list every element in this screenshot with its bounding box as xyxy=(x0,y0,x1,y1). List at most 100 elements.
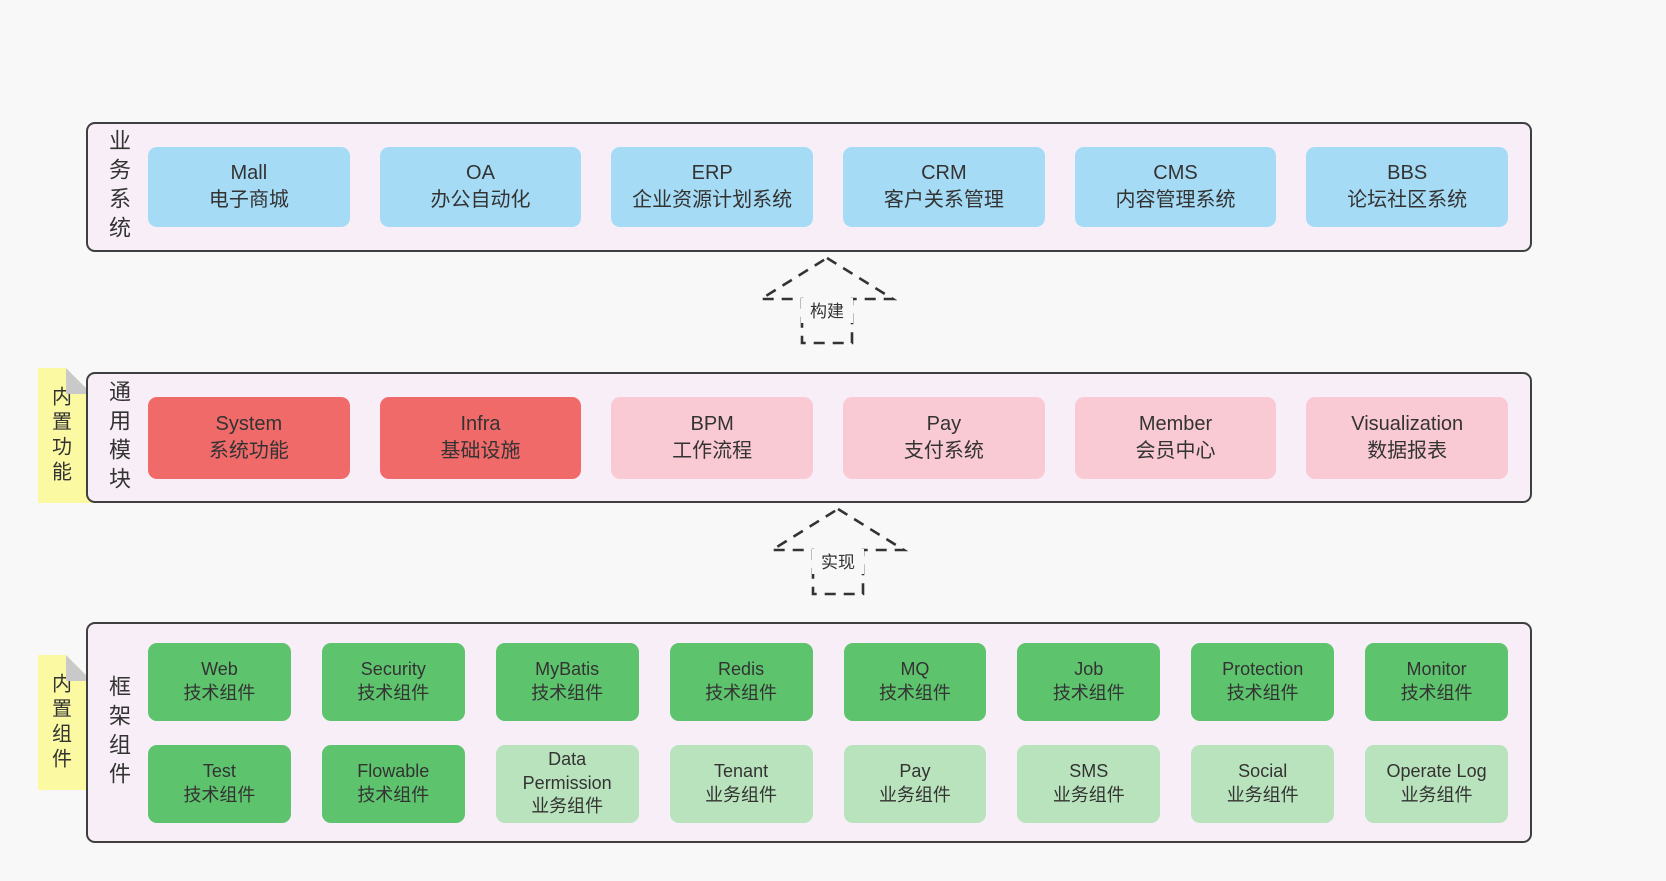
box-title: BPM xyxy=(690,412,734,435)
box-subtitle: 业务组件 xyxy=(1400,784,1473,805)
box-subtitle: 技术组件 xyxy=(878,682,951,703)
box-subtitle: 论坛社区系统 xyxy=(1347,189,1468,211)
box-title: Pay xyxy=(926,412,962,435)
box-title: Web xyxy=(201,659,238,680)
box-bbs: BBS 论坛社区系统 xyxy=(1306,147,1509,227)
box-title: Operate Log xyxy=(1386,761,1487,782)
box-subtitle: 技术组件 xyxy=(531,682,604,703)
box-visualization: Visualization 数据报表 xyxy=(1306,396,1509,479)
box-social: Social 业务组件 xyxy=(1191,744,1335,823)
sticky-note-builtin-features: 内置功能 xyxy=(38,368,92,503)
box-subtitle: 技术组件 xyxy=(1052,682,1125,703)
box-mybatis: MyBatis 技术组件 xyxy=(495,642,639,721)
box-subtitle: 技术组件 xyxy=(183,784,256,805)
box-subtitle: 技术组件 xyxy=(1400,682,1473,703)
box-subtitle: 客户关系管理 xyxy=(883,189,1004,211)
up-arrow-icon: 实现 xyxy=(768,507,908,596)
box-title: Tenant xyxy=(714,761,769,782)
box-title: OA xyxy=(466,162,495,184)
box-system: System 系统功能 xyxy=(148,396,350,479)
box-title: CRM xyxy=(921,162,967,184)
box-title: System xyxy=(215,412,283,435)
box-infra: Infra 基础设施 xyxy=(379,396,582,479)
box-title: Infra xyxy=(460,412,501,435)
arrow-label-background xyxy=(801,298,853,323)
box-title: Test xyxy=(202,761,236,782)
box-row: Test 技术组件 Flowable 技术组件 Data Permission 业务组件 T… xyxy=(148,744,1508,823)
box-security: Security 技术组件 xyxy=(321,642,465,721)
box-cms: CMS 内容管理系统 xyxy=(1074,147,1277,227)
panel-label: 业务系统 xyxy=(106,129,131,245)
box-subtitle: 技术组件 xyxy=(183,682,256,703)
box-monitor: Monitor 技术组件 xyxy=(1365,642,1508,721)
box-web: Web 技术组件 xyxy=(148,642,291,721)
box-row: System 系统功能 Infra 基础设施 BPM 工作流程 Pay 支付系统 Member 会… xyxy=(148,396,1509,479)
panel-box-rows: System 系统功能 Infra 基础设施 BPM 工作流程 Pay 支付系统 Member 会… xyxy=(148,374,1530,501)
box-title: BBS xyxy=(1387,162,1428,184)
box-erp: ERP 企业资源计划系统 xyxy=(611,147,814,227)
box-subtitle: 技术组件 xyxy=(705,682,778,703)
panel-framework-components: 框架组件 Web 技术组件 Security 技术组件 MyBatis 技术组件 Redis… xyxy=(86,622,1532,843)
box-subtitle: 企业资源计划系统 xyxy=(632,189,793,211)
box-mq: MQ 技术组件 xyxy=(843,642,987,721)
box-subtitle: 业务组件 xyxy=(1226,784,1299,805)
box-sms: SMS 业务组件 xyxy=(1017,744,1161,823)
box-subtitle: 系统功能 xyxy=(208,439,289,462)
arrow-label: 构建 xyxy=(810,302,844,321)
box-title: Social xyxy=(1238,761,1288,782)
box-oa: OA 办公自动化 xyxy=(379,147,582,227)
box-flowable: Flowable 技术组件 xyxy=(321,744,465,823)
box-pay: Pay 业务组件 xyxy=(843,744,987,823)
box-title: CMS xyxy=(1153,162,1198,184)
box-job: Job 技术组件 xyxy=(1017,642,1161,721)
box-title: SMS xyxy=(1069,761,1109,782)
box-title: Security xyxy=(360,659,426,680)
sticky-note-builtin-components: 内置组件 xyxy=(38,655,92,790)
box-title: Monitor xyxy=(1406,659,1467,680)
panel-box-rows: Web 技术组件 Security 技术组件 MyBatis 技术组件 Redis 技术组件 M… xyxy=(148,624,1530,841)
box-tenant: Tenant 业务组件 xyxy=(669,744,813,823)
box-subtitle: 工作流程 xyxy=(672,439,753,462)
box-subtitle: 基础设施 xyxy=(440,439,521,462)
box-subtitle: 技术组件 xyxy=(357,682,430,703)
box-subtitle: 业务组件 xyxy=(531,796,604,817)
box-member: Member 会员中心 xyxy=(1074,396,1277,479)
panel-box-rows: Mall 电子商城 OA 办公自动化 ERP 企业资源计划系统 CRM 客户关系管理 CMS 内容… xyxy=(148,124,1530,250)
box-subtitle: 业务组件 xyxy=(878,784,951,805)
box-subtitle: 支付系统 xyxy=(903,439,984,462)
box-subtitle: 会员中心 xyxy=(1135,439,1216,462)
box-crm: CRM 客户关系管理 xyxy=(843,147,1045,227)
box-subtitle: 数据报表 xyxy=(1367,439,1448,462)
box-pay: Pay 支付系统 xyxy=(843,396,1045,479)
note-label: 内置功能 xyxy=(48,385,71,486)
box-subtitle: 技术组件 xyxy=(357,784,430,805)
box-subtitle: 内容管理系统 xyxy=(1115,189,1236,211)
box-title: MQ xyxy=(900,659,930,680)
box-title: Mall xyxy=(230,162,268,184)
box-row: Mall 电子商城 OA 办公自动化 ERP 企业资源计划系统 CRM 客户关系管理 CMS 内容… xyxy=(148,147,1509,227)
arrow-label: 实现 xyxy=(821,553,855,572)
panel-label: 通用模块 xyxy=(106,379,131,496)
box-bpm: BPM 工作流程 xyxy=(611,396,814,479)
box-test: Test 技术组件 xyxy=(148,744,291,823)
box-mall: Mall 电子商城 xyxy=(148,147,350,227)
panel-label: 框架组件 xyxy=(106,674,131,791)
box-title: Visualization xyxy=(1351,412,1464,435)
arrow-label-background xyxy=(812,549,864,574)
box-subtitle: 业务组件 xyxy=(705,784,778,805)
box-subtitle: 电子商城 xyxy=(208,189,289,211)
box-subtitle: 办公自动化 xyxy=(430,189,531,211)
box-subtitle: 技术组件 xyxy=(1226,682,1299,703)
box-title: Pay xyxy=(899,761,931,782)
box-operate-log: Operate Log 业务组件 xyxy=(1365,744,1508,823)
box-title: Flowable xyxy=(357,761,430,782)
box-title: Job xyxy=(1074,659,1104,680)
box-subtitle: 业务组件 xyxy=(1052,784,1125,805)
box-row: Web 技术组件 Security 技术组件 MyBatis 技术组件 Redis 技术组件 M… xyxy=(148,642,1508,721)
box-title: MyBatis xyxy=(535,659,600,680)
box-redis: Redis 技术组件 xyxy=(669,642,813,721)
up-arrow-icon: 构建 xyxy=(757,256,897,345)
box-title: Data Permission xyxy=(522,749,612,793)
box-title: Redis xyxy=(718,659,765,680)
box-protection: Protection 技术组件 xyxy=(1191,642,1335,721)
